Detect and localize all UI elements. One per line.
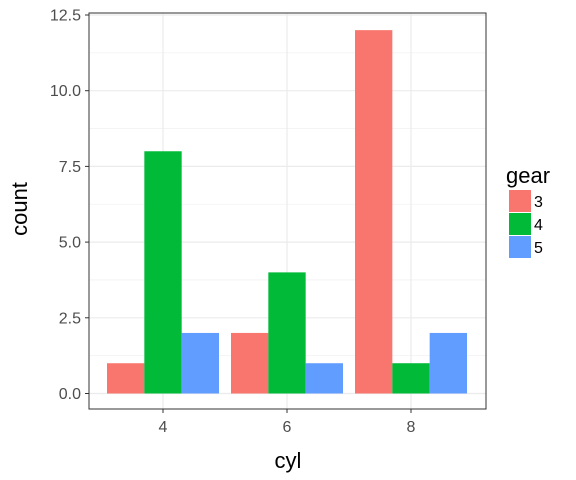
- x-axis-title: cyl: [275, 448, 302, 473]
- bar-cyl-6-gear-4: [268, 272, 306, 394]
- bar-cyl-4-gear-3: [107, 363, 145, 394]
- legend-label-gear-3: 3: [534, 194, 543, 211]
- y-axis-title: count: [7, 182, 32, 236]
- bar-cyl-8-gear-5: [429, 332, 467, 394]
- y-tick-label: 0.0: [59, 386, 81, 403]
- y-tick-label: 5.0: [59, 235, 81, 252]
- legend-key-gear-4: [509, 213, 531, 235]
- legend-key-gear-5: [509, 236, 531, 258]
- y-axis: 0.0 2.5 5.0 7.5 10.0 12.5: [50, 8, 89, 403]
- y-tick-label: 12.5: [50, 8, 81, 25]
- legend-key-gear-3: [509, 190, 531, 212]
- bars: [107, 30, 467, 394]
- x-tick-label: 8: [407, 419, 416, 436]
- legend-label-gear-5: 5: [534, 240, 543, 257]
- x-axis: 4 6 8: [159, 409, 416, 436]
- y-tick-label: 7.5: [59, 159, 81, 176]
- bar-cyl-8-gear-4: [392, 363, 430, 394]
- bar-cyl-4-gear-4: [144, 151, 182, 394]
- bar-cyl-6-gear-3: [231, 332, 269, 394]
- legend: gear 3 4 5: [506, 163, 550, 258]
- legend-label-gear-4: 4: [534, 217, 543, 234]
- bar-cyl-8-gear-3: [355, 30, 393, 394]
- legend-title: gear: [506, 163, 550, 188]
- x-tick-label: 6: [283, 419, 292, 436]
- x-tick-label: 4: [159, 419, 168, 436]
- bar-cyl-6-gear-5: [305, 363, 343, 394]
- bar-cyl-4-gear-5: [181, 332, 219, 394]
- y-tick-label: 10.0: [50, 83, 81, 100]
- y-tick-label: 2.5: [59, 310, 81, 327]
